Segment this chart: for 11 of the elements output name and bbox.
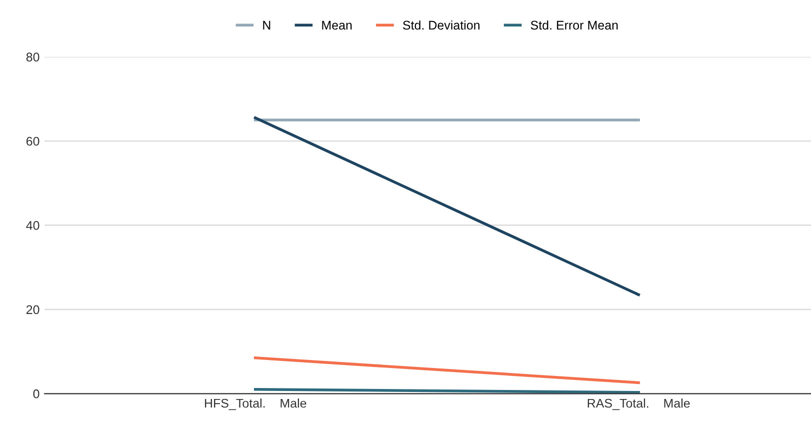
y-tick-label: 40 (26, 221, 40, 230)
x-tick-label: HFS_Total. Male (204, 398, 306, 410)
y-tick-label: 80 (26, 52, 40, 62)
legend-label: N (263, 20, 270, 30)
y-tick-label: 0 (33, 389, 40, 398)
y-tick-label: 20 (26, 305, 40, 314)
y-tick-label: 60 (26, 136, 40, 146)
legend-label: Std. Error Mean (530, 20, 618, 30)
legend-label: Std. Deviation (403, 20, 480, 30)
legend-label: Mean (322, 20, 352, 30)
x-tick-label: RAS_Total. Male (588, 398, 690, 410)
